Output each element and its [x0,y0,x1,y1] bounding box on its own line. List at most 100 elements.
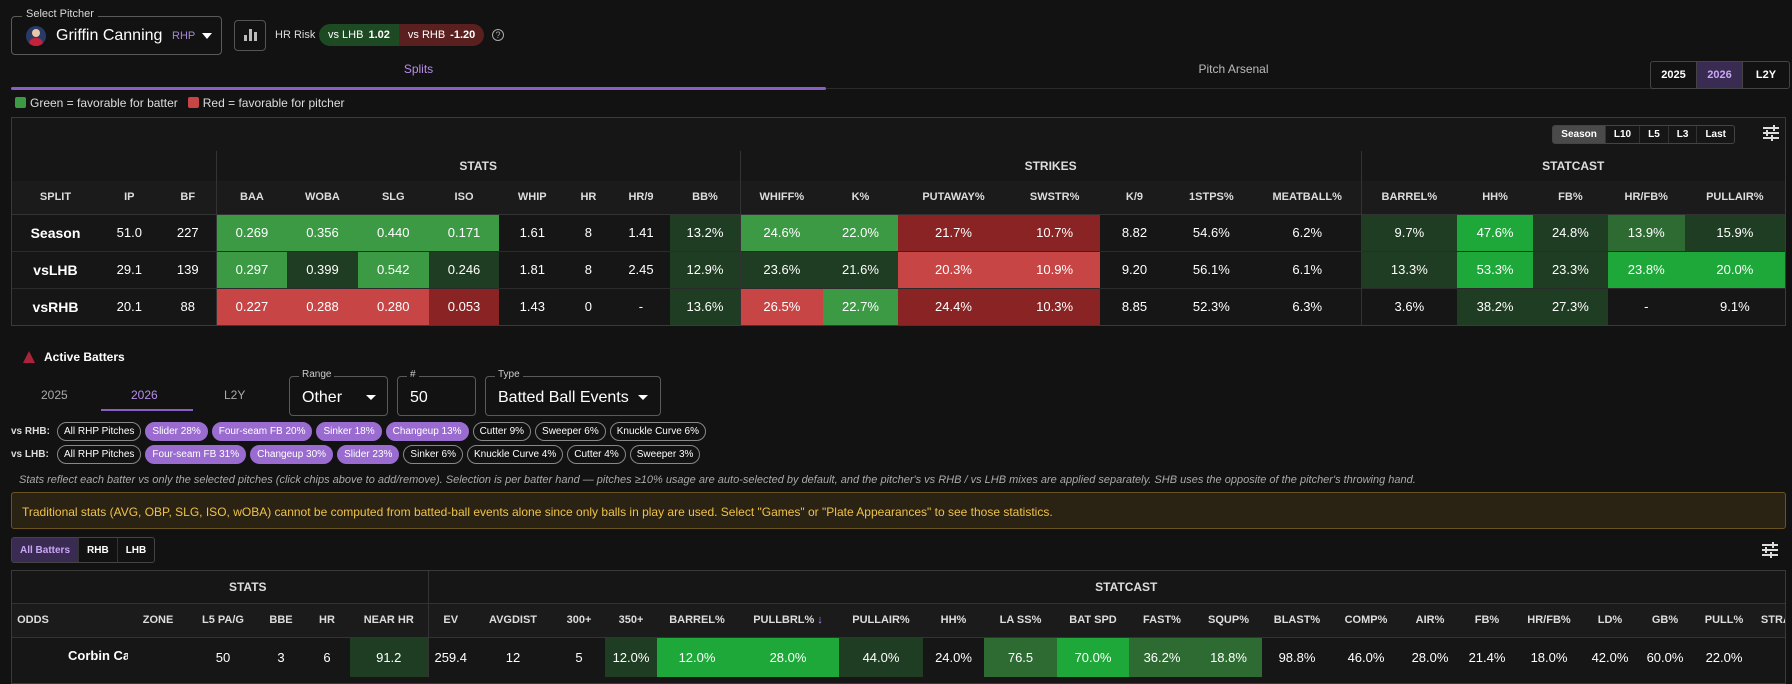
batters-col-label: PULLBRL% [753,614,815,626]
range-select[interactable]: Range Other [289,369,388,416]
splits-col-hr-9[interactable]: HR/9 [611,181,671,215]
pitch-chip-rhb-cutter-9[interactable]: Cutter 9% [472,421,532,441]
batters-col-odds[interactable]: ODDS [12,603,68,638]
splits-col-1stps[interactable]: 1STPS% [1168,181,1254,215]
pitch-chip-lhb-slider-23[interactable]: Slider 23% [337,444,400,464]
splits-col-woba[interactable]: WOBA [287,181,358,215]
splits-col-barrel[interactable]: BARREL% [1360,181,1458,215]
pitch-chip-lhb-changeup-30[interactable]: Changeup 30% [250,444,334,464]
pitcher-select[interactable]: Select Pitcher Griffin Canning RHP [11,8,222,55]
batters-col-pull[interactable]: PULL% [1694,603,1754,638]
pitch-chip-lhb-knuckle-curve-4[interactable]: Knuckle Curve 4% [467,444,564,464]
batters-col-near-hr[interactable]: NEAR HR [350,603,428,638]
table-row[interactable]: Corbin CarrollLHB 50 3 6 91.2 259.4 12 5 12.0%12… [12,637,1785,677]
batters-col-barrel[interactable]: BARREL% [657,603,737,638]
batters-col-fb[interactable]: FB% [1460,603,1514,638]
splits-col-iso[interactable]: ISO [428,181,500,215]
batters-col-straight[interactable]: STRAIGHT [1754,603,1785,638]
splits-col-swstr[interactable]: SWSTR% [1009,181,1101,215]
splits-col-pullair[interactable]: PULLAIR% [1684,181,1785,215]
splits-col-bb[interactable]: BB% [670,181,741,215]
splits-col-slg[interactable]: SLG [357,181,429,215]
bar-chart-icon [253,32,257,41]
year-2026-button[interactable]: 2026 [1697,62,1743,88]
pitch-chip-rhb-four-seam-fb-20[interactable]: Four-seam FB 20% [211,421,313,441]
batters-col-comp[interactable]: COMP% [1332,603,1400,638]
split-cell-hr-9: - [611,287,671,325]
splits-col-whiff[interactable]: WHIFF% [739,181,824,215]
splits-col-whip[interactable]: WHIP [499,181,566,215]
period-l3-button[interactable]: L3 [1669,126,1698,143]
pitch-chip-lhb-four-seam-fb-31[interactable]: Four-seam FB 31% [145,444,247,464]
tab-pitch-arsenal[interactable]: Pitch Arsenal [1198,62,1269,76]
splits-col-ip[interactable]: IP [98,181,160,215]
batters-col-l5-pa-g[interactable]: L5 PA/G [188,603,258,638]
pitch-chip-lhb-cutter-4[interactable]: Cutter 4% [567,444,626,464]
pitch-chip-lhb-all-rhp-pitches[interactable]: All RHP Pitches [57,444,142,464]
help-icon[interactable]: ? [492,29,504,41]
batters-col-zone[interactable]: ZONE [128,603,188,638]
tab-splits[interactable]: Splits [403,62,434,76]
rhb-button[interactable]: RHB [79,538,118,562]
batters-col-bbe[interactable]: BBE [258,603,304,638]
splits-col-meatball[interactable]: MEATBALL% [1253,181,1362,215]
pitch-chip-rhb-changeup-13[interactable]: Changeup 13% [385,421,469,441]
batter-year-2026[interactable]: 2026 [131,388,158,402]
batters-col-air[interactable]: AIR% [1400,603,1460,638]
splits-col-hr-fb[interactable]: HR/FB% [1607,181,1685,215]
type-select[interactable]: Type Batted Ball Events [485,369,661,416]
batters-col-bat-spd[interactable]: BAT SPD [1057,603,1129,638]
period-l5-button[interactable]: L5 [1640,126,1669,143]
splits-col-hr[interactable]: HR [565,181,612,215]
pitch-chip-rhb-sweeper-6[interactable]: Sweeper 6% [535,421,606,441]
batter-year-l2y[interactable]: L2Y [224,388,246,402]
count-value: 50 [410,389,428,406]
batters-col-hr[interactable]: HR [304,603,350,638]
batters-col-la-ss[interactable]: LA SS% [984,603,1057,638]
pitch-chip-rhb-all-rhp-pitches[interactable]: All RHP Pitches [57,421,142,441]
batter-name-cell[interactable]: Corbin CarrollLHB [68,637,128,677]
batters-col-squp[interactable]: SQUP% [1195,603,1262,638]
batters-col-blast[interactable]: BLAST% [1262,603,1332,638]
batters-col-ld[interactable]: LD% [1584,603,1636,638]
batters-col-fast[interactable]: FAST% [1129,603,1195,638]
splits-col-fb[interactable]: FB% [1532,181,1608,215]
batters-col-hh[interactable]: HH% [923,603,984,638]
batters-col-pullair[interactable]: PULLAIR% [839,603,923,638]
all-batters-button[interactable]: All Batters [12,538,80,562]
year-l2y-button[interactable]: L2Y [1755,69,1777,81]
batters-col-avgdist[interactable]: AVGDIST [473,603,553,638]
pitch-chip-lhb-sinker-6[interactable]: Sinker 6% [403,444,463,464]
pitch-chip-rhb-knuckle-curve-6[interactable]: Knuckle Curve 6% [609,421,706,441]
splits-col-putaway[interactable]: PUTAWAY% [897,181,1010,215]
pitch-chip-lhb-sweeper-3[interactable]: Sweeper 3% [629,444,701,464]
count-input[interactable]: # 50 [397,369,476,416]
split-cell-hr-9: 2.45 [611,250,671,288]
batter-year-2025[interactable]: 2025 [41,388,68,402]
period-season-button[interactable]: Season [1553,126,1606,143]
splits-col-hh[interactable]: HH% [1457,181,1533,215]
batters-col-gb[interactable]: GB% [1636,603,1694,638]
period-l10-button[interactable]: L10 [1606,126,1641,143]
split-cell-slg: 0.280 [357,287,429,325]
batters-col-ev[interactable]: EV [427,603,473,638]
lhb-button[interactable]: LHB [125,544,147,556]
splits-col-baa[interactable]: BAA [215,181,288,215]
sliders-icon[interactable] [1763,125,1779,141]
split-cell-whip: 1.81 [499,250,566,288]
batters-col-350[interactable]: 350+ [605,603,657,638]
splits-col-bf[interactable]: BF [159,181,217,215]
splits-col-k-9[interactable]: K/9 [1100,181,1169,215]
batters-col-300[interactable]: 300+ [553,603,605,638]
batters-col-pullbrl[interactable]: PULLBRL% ↓ [737,603,839,638]
pitch-chip-rhb-sinker-18[interactable]: Sinker 18% [316,421,382,441]
year-2025-button[interactable]: 2025 [1651,62,1697,88]
splits-col-k[interactable]: K% [823,181,898,215]
sliders-icon[interactable] [1762,542,1778,558]
splits-col-split[interactable]: SPLIT [12,181,99,215]
pitch-chip-rhb-slider-28[interactable]: Slider 28% [145,421,208,441]
batters-col-hr-fb[interactable]: HR/FB% [1514,603,1584,638]
bar-chart-button[interactable] [234,20,266,51]
team-logo-icon [22,350,36,364]
period-last-button[interactable]: Last [1705,129,1726,140]
